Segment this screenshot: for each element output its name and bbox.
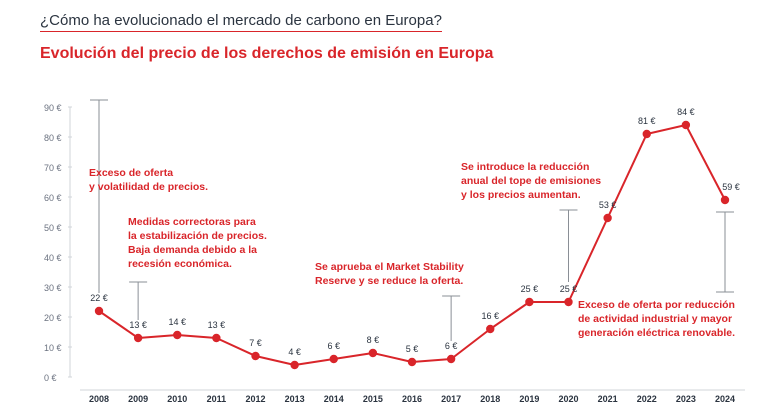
- data-point: [290, 360, 299, 370]
- y-tick-label: 40 €: [44, 253, 62, 263]
- x-tick-label: 2011: [207, 394, 227, 404]
- data-point: [94, 306, 104, 316]
- y-tick-label: 30 €: [44, 283, 62, 293]
- data-label: 7 €: [249, 338, 262, 348]
- data-label: 53 €: [599, 200, 617, 210]
- annotation-text: y volatilidad de precios.: [89, 181, 208, 193]
- annotation-text: la estabilización de precios.: [128, 230, 267, 242]
- data-label: 13 €: [208, 320, 226, 330]
- data-point: [212, 333, 221, 343]
- y-tick-label: 80 €: [44, 133, 62, 143]
- data-point: [720, 195, 730, 205]
- data-label: 25 €: [521, 284, 539, 294]
- annotation-text: de actividad industrial y mayor: [578, 313, 732, 325]
- x-tick-label: 2017: [441, 394, 461, 404]
- page-kicker: ¿Cómo ha evolucionado el mercado de carb…: [40, 12, 442, 32]
- annotation-text: Exceso de oferta: [89, 167, 173, 179]
- data-point: [133, 333, 143, 343]
- annotation-text: recesión económica.: [128, 258, 232, 270]
- data-label: 6 €: [327, 341, 340, 351]
- data-label: 13 €: [129, 320, 147, 330]
- annotation-text: Medidas correctoras para: [128, 216, 256, 228]
- y-tick-label: 60 €: [44, 193, 62, 203]
- annotation-text: anual del tope de emisiones: [461, 175, 601, 187]
- y-tick-label: 50 €: [44, 223, 62, 233]
- data-label: 25 €: [560, 284, 578, 294]
- x-tick-label: 2021: [598, 394, 618, 404]
- data-point: [173, 330, 182, 340]
- x-tick-label: 2020: [558, 394, 578, 404]
- chart-title: Evolución del precio de los derechos de …: [40, 45, 494, 62]
- data-label: 81 €: [638, 116, 656, 126]
- y-tick-label: 20 €: [44, 313, 62, 323]
- annotation-text: Reserve y se reduce la oferta.: [315, 275, 463, 287]
- data-point: [486, 324, 495, 334]
- x-tick-label: 2008: [89, 394, 109, 404]
- data-label: 22 €: [90, 293, 108, 303]
- y-tick-label: 90 €: [44, 103, 62, 113]
- data-point: [251, 351, 260, 361]
- x-tick-label: 2023: [676, 394, 696, 404]
- x-tick-label: 2015: [363, 394, 383, 404]
- annotation-text: Se aprueba el Market Stability: [315, 261, 464, 273]
- data-point: [368, 348, 378, 358]
- data-point: [446, 354, 456, 364]
- annotation-text: Baja demanda debido a la: [128, 244, 257, 256]
- data-point: [603, 213, 612, 223]
- data-label: 84 €: [677, 107, 695, 117]
- annotation-text: Exceso de oferta por reducción: [578, 299, 735, 311]
- data-point: [525, 297, 534, 307]
- annotation-text: y los precios aumentan.: [461, 189, 581, 201]
- data-point: [407, 357, 417, 367]
- x-tick-label: 2009: [128, 394, 148, 404]
- data-label: 6 €: [445, 341, 458, 351]
- x-tick-label: 2013: [285, 394, 305, 404]
- x-tick-label: 2016: [402, 394, 422, 404]
- x-tick-label: 2012: [245, 394, 265, 404]
- x-tick-label: 2010: [167, 394, 187, 404]
- x-tick-label: 2022: [637, 394, 657, 404]
- data-point: [329, 354, 338, 364]
- data-label: 14 €: [168, 317, 186, 327]
- x-tick-label: 2014: [324, 394, 344, 404]
- data-point: [642, 129, 651, 139]
- annotation-text: Se introduce la reducción: [461, 161, 589, 173]
- y-tick-label: 0 €: [44, 373, 57, 383]
- data-label: 5 €: [406, 344, 419, 354]
- data-label: 8 €: [367, 335, 380, 345]
- data-label: 16 €: [481, 311, 499, 321]
- y-tick-label: 70 €: [44, 163, 62, 173]
- data-label: 59 €: [722, 182, 740, 192]
- data-label: 4 €: [288, 347, 301, 357]
- x-tick-label: 2018: [480, 394, 500, 404]
- data-point: [564, 297, 573, 307]
- data-point: [681, 120, 691, 130]
- x-tick-label: 2024: [715, 394, 735, 404]
- annotation-text: generación eléctrica renovable.: [578, 327, 735, 339]
- y-tick-label: 10 €: [44, 343, 62, 353]
- x-tick-label: 2019: [519, 394, 539, 404]
